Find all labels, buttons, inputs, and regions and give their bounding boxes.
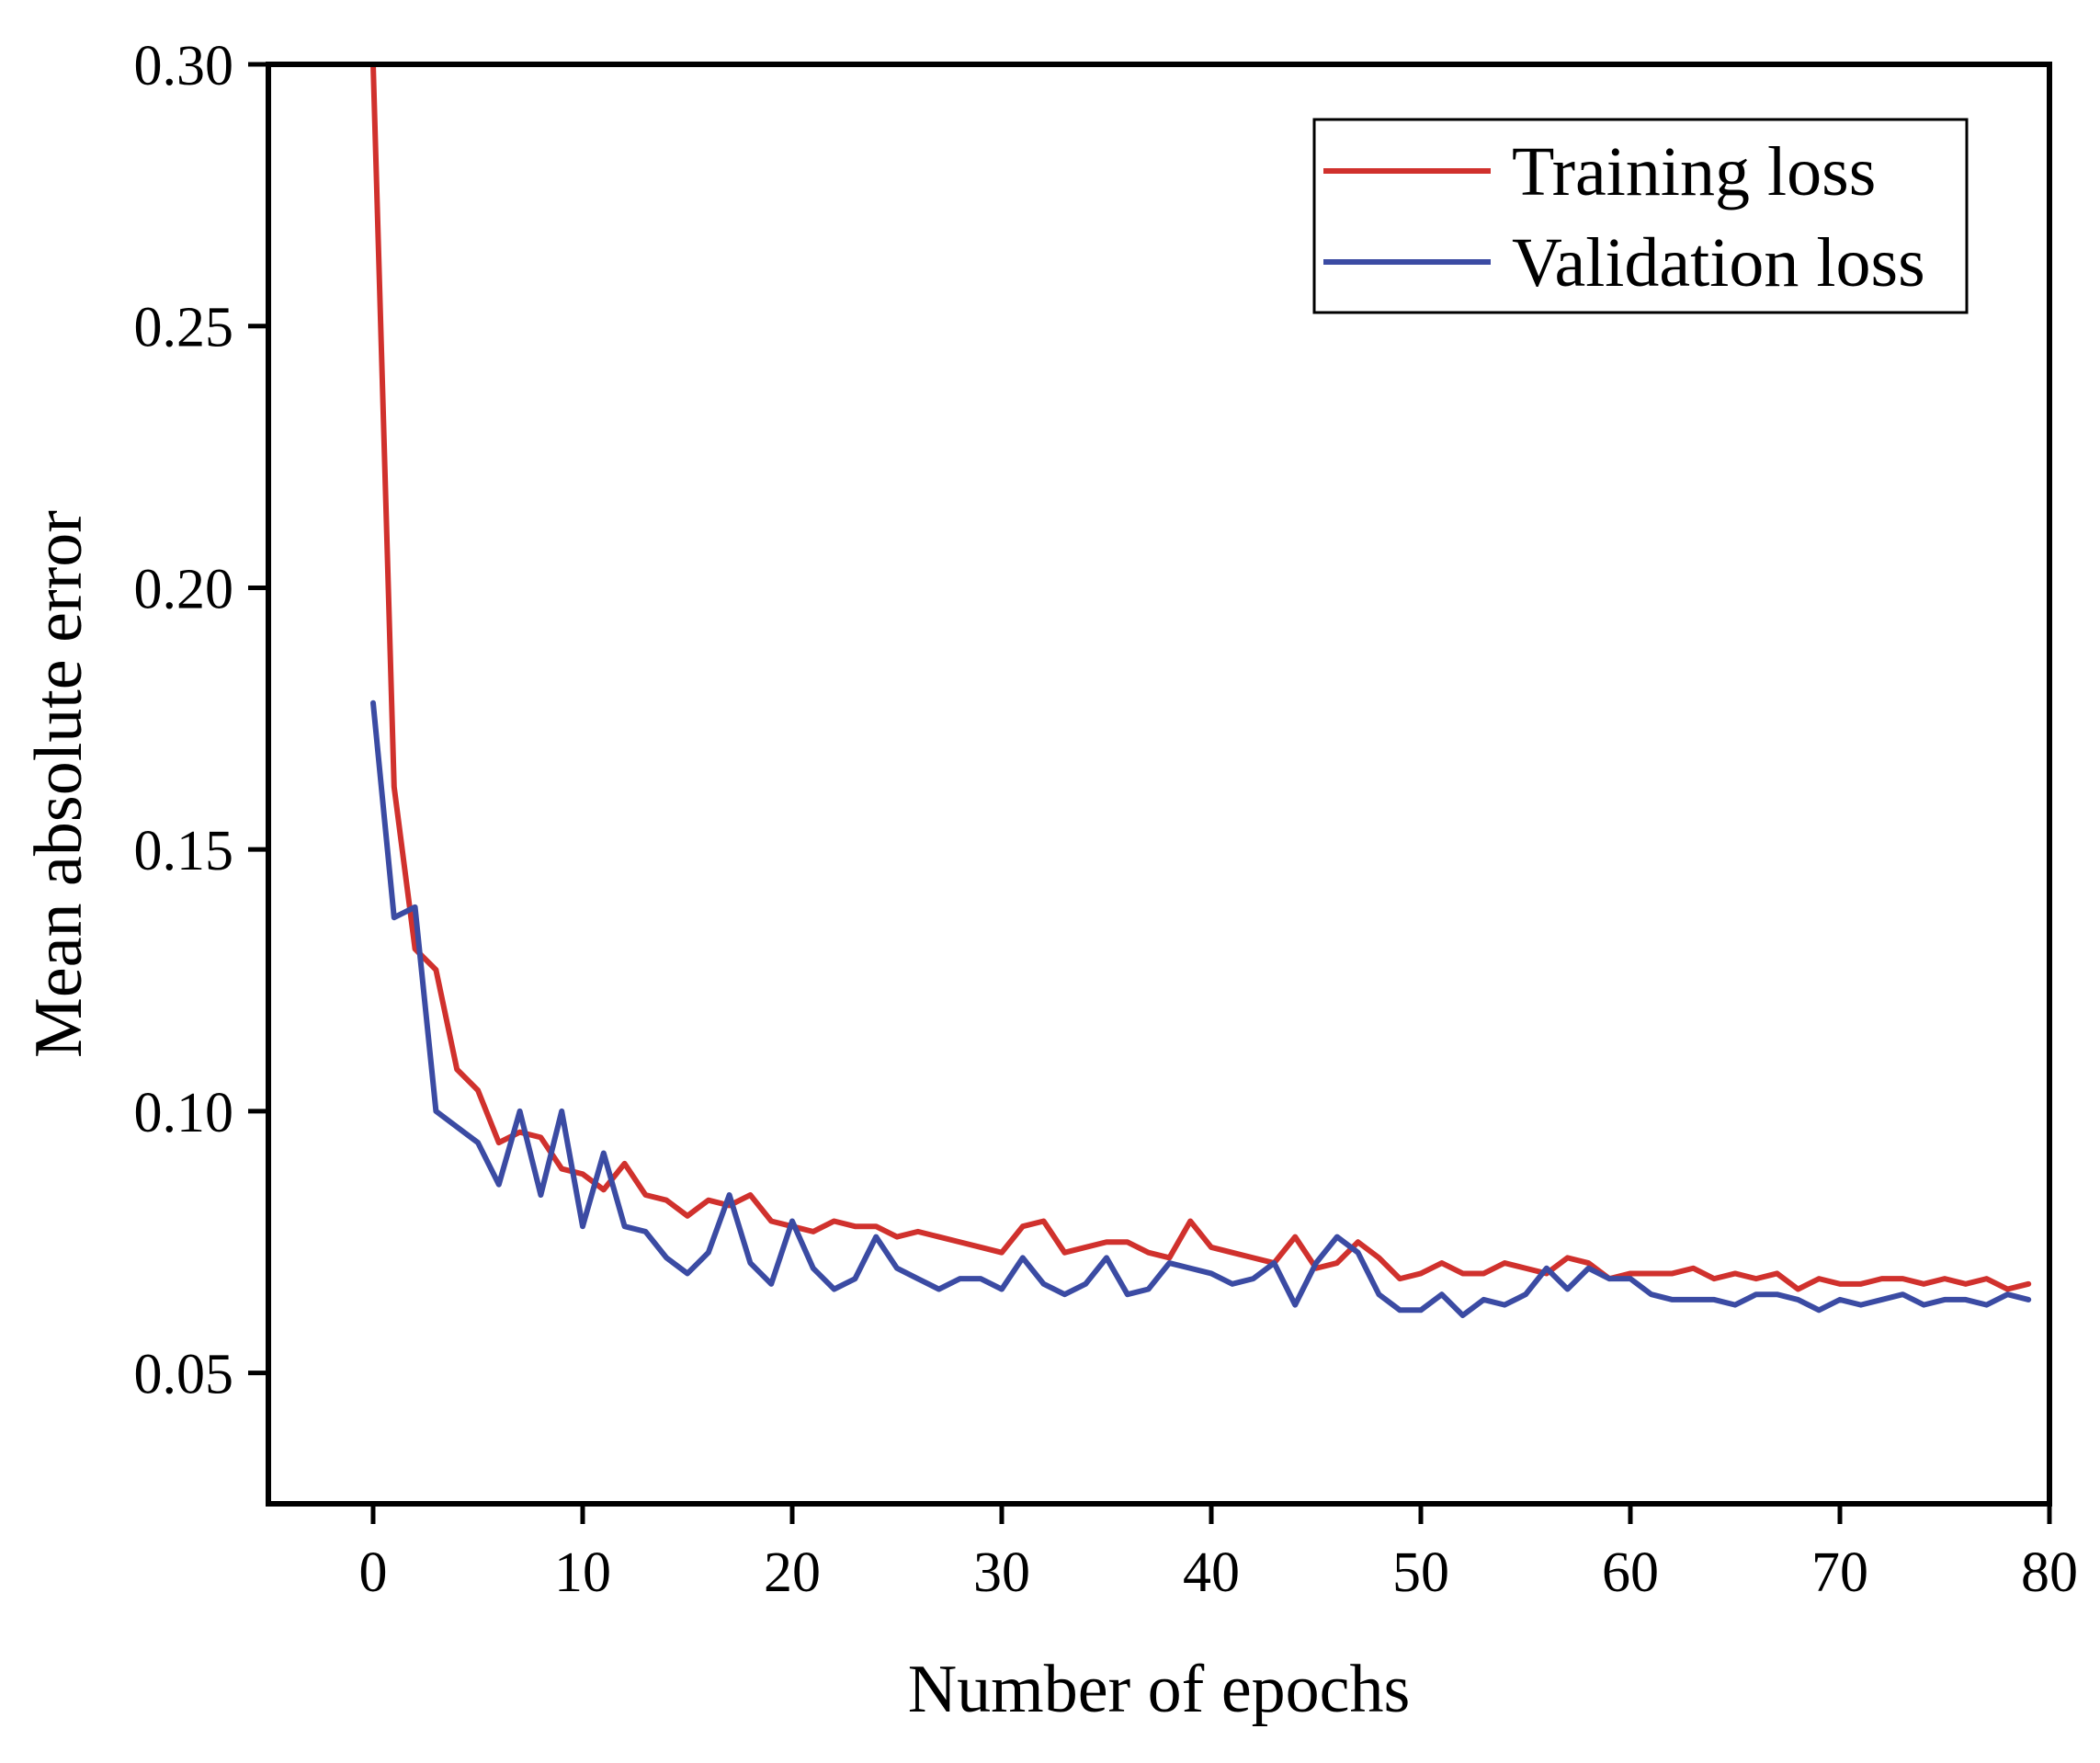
x-tick-label: 40 (1183, 1541, 1240, 1604)
y-tick-label: 0.25 (134, 297, 234, 359)
series-layer (370, 64, 2032, 1318)
legend: Training loss Validation loss (1312, 118, 1969, 314)
y-tick-label: 0.15 (134, 820, 234, 882)
y-tick-label: 0.05 (134, 1344, 234, 1406)
y-axis: 0.05 0.10 0.15 0.20 0.25 0.30 (134, 35, 268, 1406)
legend-label-validation-loss: Validation loss (1512, 224, 1925, 301)
plot-frame (266, 62, 2052, 1507)
series-line-training-loss (370, 64, 2032, 1292)
x-tick-label: 50 (1392, 1541, 1449, 1604)
x-tick-label: 20 (764, 1541, 821, 1604)
y-tick-label: 0.10 (134, 1082, 234, 1144)
x-axis: 0 10 20 30 40 50 60 70 80 (359, 1504, 2078, 1604)
y-tick-label: 0.30 (134, 35, 234, 97)
x-tick-label: 30 (973, 1541, 1030, 1604)
y-axis-title: Mean absolute error (21, 510, 96, 1058)
x-tick-label: 10 (554, 1541, 611, 1604)
x-tick-label: 60 (1602, 1541, 1659, 1604)
x-tick-label: 0 (359, 1541, 388, 1604)
series-line-validation-loss (370, 700, 2032, 1318)
x-tick-label: 80 (2021, 1541, 2078, 1604)
legend-label-training-loss: Training loss (1512, 133, 1876, 210)
x-axis-title: Number of epochs (908, 1652, 1411, 1727)
y-tick-label: 0.20 (134, 558, 234, 620)
x-tick-label: 70 (1811, 1541, 1868, 1604)
legend-box (1312, 118, 1969, 314)
